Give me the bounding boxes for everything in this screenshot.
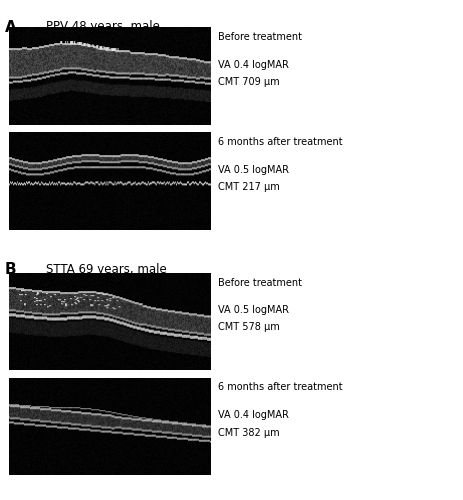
- Text: A: A: [5, 20, 16, 35]
- Text: 6 months after treatment: 6 months after treatment: [218, 138, 342, 147]
- Text: STTA 69 years, male: STTA 69 years, male: [46, 262, 167, 276]
- Text: CMT 382 μm: CMT 382 μm: [218, 428, 279, 438]
- Text: VA 0.4 logMAR: VA 0.4 logMAR: [218, 60, 288, 70]
- Text: VA 0.5 logMAR: VA 0.5 logMAR: [218, 165, 288, 175]
- Text: CMT 578 μm: CMT 578 μm: [218, 322, 279, 332]
- Text: Before treatment: Before treatment: [218, 32, 301, 42]
- Text: VA 0.5 logMAR: VA 0.5 logMAR: [218, 305, 288, 315]
- Text: CMT 217 μm: CMT 217 μm: [218, 182, 279, 192]
- Text: Before treatment: Before treatment: [218, 278, 301, 287]
- Text: PPV 48 years, male: PPV 48 years, male: [46, 20, 160, 33]
- Text: B: B: [5, 262, 16, 278]
- Text: CMT 709 μm: CMT 709 μm: [218, 78, 279, 88]
- Text: 6 months after treatment: 6 months after treatment: [218, 382, 342, 392]
- Text: VA 0.4 logMAR: VA 0.4 logMAR: [218, 410, 288, 420]
